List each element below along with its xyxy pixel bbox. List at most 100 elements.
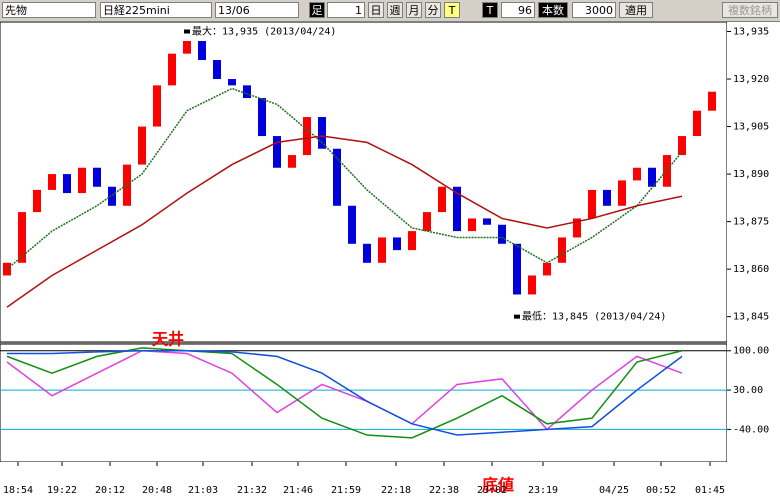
button[interactable]: 月 — [406, 2, 422, 18]
x-tick-label: 21:46 — [283, 485, 313, 496]
candle — [3, 262, 11, 276]
candle — [618, 180, 626, 206]
x-tick-label: 04/25 — [599, 485, 629, 496]
candle — [633, 167, 641, 181]
line — [6, 349, 683, 431]
candle — [18, 212, 26, 263]
x-tick-label: 22:18 — [381, 485, 411, 496]
candle — [693, 110, 701, 137]
input[interactable]: 1 — [327, 2, 365, 18]
candle — [603, 189, 611, 206]
candle — [378, 237, 386, 263]
dropdown[interactable]: 先物 — [2, 2, 96, 18]
line — [7, 349, 683, 436]
candle — [528, 275, 536, 295]
button[interactable]: T — [444, 2, 460, 18]
marker — [514, 314, 520, 319]
candle — [198, 41, 206, 61]
candle — [318, 117, 326, 149]
button[interactable]: 週 — [387, 2, 403, 18]
candle — [108, 186, 116, 206]
annotation: 最低：13,845 (2013/04/24) — [522, 310, 666, 323]
candle — [63, 174, 71, 194]
y-tick-label: -40.00 — [733, 424, 769, 435]
candle — [543, 262, 551, 276]
y-tick-label: 13,920 — [733, 74, 769, 85]
y-tick-label: 13,905 — [733, 122, 769, 133]
candle — [213, 60, 221, 80]
label: T — [482, 2, 498, 18]
annotation: 最大：13,935 (2013/04/24) — [192, 25, 336, 38]
y-tick-label: 13,875 — [733, 217, 769, 228]
annotation: 天井 — [152, 330, 184, 349]
axis-bg — [0, 462, 727, 500]
candle — [348, 205, 356, 244]
y-tick-label: 13,845 — [733, 312, 769, 323]
toolbar: 先物 日経225mini 13/06 足 1 日 週 月 分 T T 96 本数… — [0, 0, 780, 22]
candle — [33, 189, 41, 213]
x-tick-label: 21:03 — [188, 485, 218, 496]
candle — [678, 136, 686, 156]
candle — [438, 186, 446, 213]
label: 本数 — [538, 2, 568, 18]
x-tick-label: 23:19 — [528, 485, 558, 496]
candle — [423, 212, 431, 232]
candle — [513, 243, 521, 295]
y-tick-label: 100.00 — [733, 346, 769, 357]
candle — [558, 237, 566, 263]
button[interactable]: 複数銘柄 — [722, 2, 778, 18]
x-tick-label: 18:54 — [3, 485, 33, 496]
button[interactable]: 日 — [368, 2, 384, 18]
candle — [333, 148, 341, 206]
x-tick-label: 20:48 — [142, 485, 172, 496]
candle — [648, 167, 656, 187]
candle — [258, 98, 266, 137]
candle — [243, 85, 251, 99]
candle — [303, 117, 311, 156]
y-tick-label: 13,935 — [733, 27, 769, 38]
candle — [153, 85, 161, 127]
candle — [183, 41, 191, 54]
candle — [228, 79, 236, 86]
x-tick-label: 22:38 — [429, 485, 459, 496]
dropdown[interactable]: 13/06 — [215, 2, 299, 18]
candle — [93, 167, 101, 187]
candle — [288, 155, 296, 168]
plot-bg — [0, 343, 728, 463]
candle — [408, 231, 416, 251]
candle — [48, 174, 56, 190]
x-tick-label: 20:12 — [95, 485, 125, 496]
candle — [588, 189, 596, 219]
input[interactable]: 3000 — [572, 2, 616, 18]
dropdown[interactable]: 日経225mini — [100, 2, 212, 18]
x-tick-label: 19:22 — [47, 485, 77, 496]
marker — [184, 29, 190, 34]
line — [6, 347, 683, 439]
x-tick-label: 01:45 — [695, 485, 725, 496]
line — [6, 135, 683, 308]
candle — [393, 237, 401, 251]
x-tick-label: 21:59 — [331, 485, 361, 496]
annotation: 底値 — [482, 476, 514, 495]
candle — [483, 218, 491, 225]
x-tick-label: 00:52 — [646, 485, 676, 496]
input[interactable]: 96 — [501, 2, 535, 18]
chart: 13,935 13,920 13,905 13,890 13,875 13,860 13,8… — [0, 22, 780, 500]
candle — [468, 218, 476, 232]
candle — [573, 218, 581, 238]
candle — [123, 164, 131, 206]
candle — [138, 126, 146, 165]
line — [6, 87, 683, 270]
button[interactable]: 分 — [425, 2, 441, 18]
candle — [78, 167, 86, 194]
button[interactable]: 適用 — [619, 2, 653, 18]
y-tick-label: 13,860 — [733, 264, 769, 275]
candle — [273, 136, 281, 168]
candle — [168, 53, 176, 86]
plot-bg — [0, 22, 728, 343]
candle — [708, 91, 716, 111]
y-tick-label: 30.00 — [733, 385, 763, 396]
candle — [363, 243, 371, 263]
y-tick-label: 13,890 — [733, 169, 769, 180]
